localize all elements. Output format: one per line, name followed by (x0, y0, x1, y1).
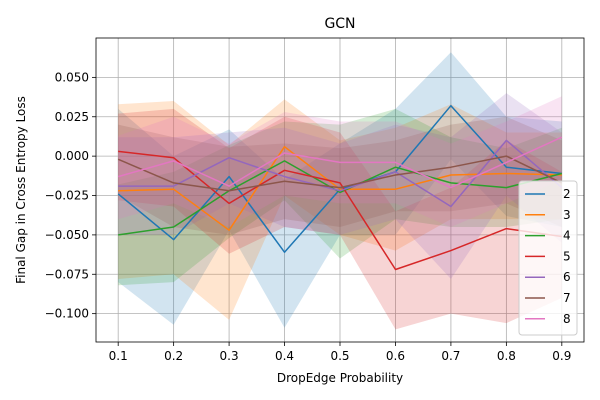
y-tick-label: 0.025 (55, 110, 89, 124)
x-tick-label: 0.1 (109, 349, 128, 363)
y-tick-label: 0.050 (55, 70, 89, 84)
y-tick-label: −0.025 (45, 189, 89, 203)
x-tick-label: 0.8 (497, 349, 516, 363)
y-axis-title: Final Gap in Cross Entropy Loss (14, 96, 28, 284)
x-tick-label: 0.6 (386, 349, 405, 363)
legend-label-3: 3 (563, 208, 571, 222)
x-tick-label: 0.5 (330, 349, 349, 363)
y-tick-label: −0.100 (45, 307, 89, 321)
chart-title: GCN (324, 16, 355, 32)
legend-label-4: 4 (563, 229, 571, 243)
legend-label-8: 8 (563, 312, 571, 326)
y-tick-label: −0.050 (45, 228, 89, 242)
x-axis-title: DropEdge Probability (277, 371, 403, 385)
x-tick-label: 0.7 (441, 349, 460, 363)
x-tick-label: 0.2 (164, 349, 183, 363)
x-tick-label: 0.4 (275, 349, 294, 363)
legend-label-6: 6 (563, 270, 571, 284)
legend-label-5: 5 (563, 249, 571, 263)
legend-label-2: 2 (563, 187, 571, 201)
x-tick-label: 0.9 (552, 349, 571, 363)
y-tick-label: 0.000 (55, 149, 89, 163)
legend-label-7: 7 (563, 291, 571, 305)
x-tick-label: 0.3 (220, 349, 239, 363)
y-tick-label: −0.075 (45, 267, 89, 281)
legend: 2 3 4 5 6 7 8 (519, 181, 577, 335)
